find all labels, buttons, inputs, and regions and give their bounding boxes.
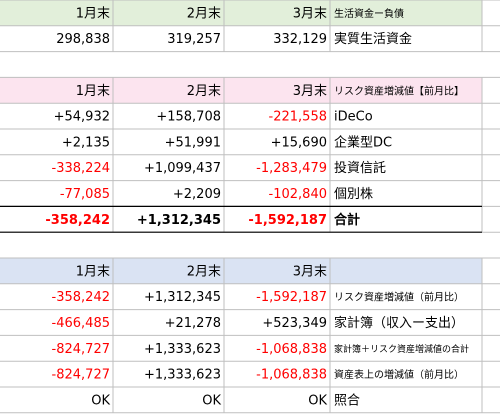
cell: +1,099,437 <box>144 161 221 176</box>
cell: OK <box>202 393 221 408</box>
cell: +523,349 <box>262 316 327 331</box>
cell: 企業型DC <box>334 134 392 150</box>
cell: OK <box>91 393 110 408</box>
cell: -824,727 <box>52 368 110 383</box>
header-cell: 1月末 <box>76 84 110 99</box>
header-cell: 3月末 <box>293 264 327 279</box>
cell: 投資信託 <box>334 160 386 176</box>
cell: 319,257 <box>167 32 221 47</box>
cell: 合計 <box>334 212 360 228</box>
header-bg <box>0 77 482 104</box>
cell: +2,135 <box>62 135 110 150</box>
header-bg <box>0 0 482 26</box>
cell: +54,932 <box>54 110 110 125</box>
header-cell: 2月末 <box>187 264 221 279</box>
cell: -1,068,838 <box>256 368 327 383</box>
cell: -466,485 <box>52 316 110 331</box>
cell: -102,840 <box>269 187 327 202</box>
cell: -358,242 <box>52 290 110 305</box>
cell: +1,333,623 <box>144 368 221 383</box>
cell: 家計簿（収入ー支出） <box>334 315 464 331</box>
cell: +2,209 <box>173 187 221 202</box>
cell: iDeCo <box>334 110 373 125</box>
cell: -1,592,187 <box>256 290 327 305</box>
cell: -338,224 <box>52 161 110 176</box>
cell: 家計簿＋リスク資産増減値の合計 <box>334 343 469 355</box>
cell: +15,690 <box>271 135 327 150</box>
cell: リスク資産増減値（前月比） <box>334 291 464 304</box>
header-cell: 3月末 <box>293 84 327 99</box>
header-cell: 1月末 <box>76 6 110 21</box>
cell: 298,838 <box>56 32 110 47</box>
cell: -1,592,187 <box>248 213 327 228</box>
header-cell: 2月末 <box>187 6 221 21</box>
header-cell: 3月末 <box>293 6 327 21</box>
cell: 照合 <box>334 393 360 408</box>
cell: 332,129 <box>273 32 327 47</box>
header-bg <box>0 258 482 284</box>
cell: -824,727 <box>52 342 110 357</box>
cell: -358,242 <box>45 213 110 228</box>
cell: 個別株 <box>334 187 373 202</box>
header-cell: 2月末 <box>187 84 221 99</box>
cell: -221,558 <box>269 110 327 125</box>
cell: 実質生活資金 <box>334 31 412 47</box>
cell: 資産表上の増減値（前月比） <box>334 368 464 381</box>
cell: OK <box>308 393 327 408</box>
cell: +158,708 <box>156 110 221 125</box>
header-cell: 生活資金ー負債 <box>334 7 404 20</box>
cell: +1,333,623 <box>144 342 221 357</box>
cell: +21,278 <box>165 316 221 331</box>
cell: -77,085 <box>60 187 110 202</box>
header-cell: 1月末 <box>76 264 110 279</box>
cell: -1,068,838 <box>256 342 327 357</box>
cell: +1,312,345 <box>137 213 221 228</box>
cell: -1,283,479 <box>256 161 327 176</box>
header-cell: リスク資産増減値【前月比】 <box>334 84 464 97</box>
cell: +51,991 <box>165 135 221 150</box>
cell: +1,312,345 <box>144 290 221 305</box>
